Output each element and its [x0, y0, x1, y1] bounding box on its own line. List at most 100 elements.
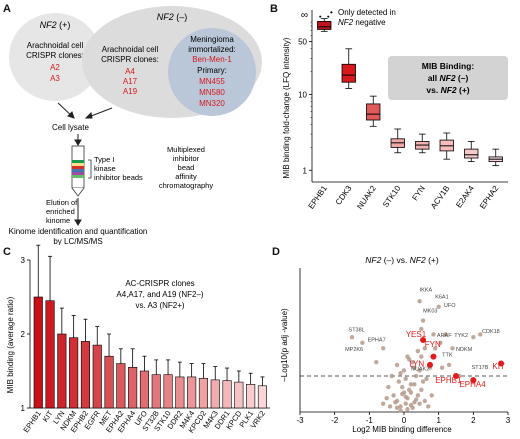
b-box [341, 63, 356, 83]
b-only-detected-marker [327, 15, 330, 18]
d-point [439, 365, 445, 370]
d-point [403, 394, 408, 399]
panel-b-boxplot: MIB binding fold-change (LFQ intensity) … [282, 8, 508, 211]
d-point-label: MP2K6 [345, 347, 363, 353]
b-y-tick-label: 10 [298, 90, 307, 99]
c-note-line2: A4,A17, and A19 (NF2–) [116, 290, 204, 299]
d-x-tick-label: 0 [402, 416, 407, 425]
mib-line3: bead [178, 163, 195, 172]
d-point [422, 346, 427, 351]
d-point [398, 408, 403, 413]
d-point [415, 348, 421, 354]
elution-line1: Elution of [46, 198, 78, 207]
d-point [381, 401, 386, 406]
d-point [396, 379, 401, 384]
c-note-line3: vs. A3 (NF2+) [135, 301, 184, 310]
d-point-label: ARAF [437, 333, 452, 339]
d-point [400, 384, 405, 390]
d-point [393, 400, 398, 405]
d-point [412, 382, 417, 387]
d-point [424, 376, 429, 381]
c-bar [104, 355, 114, 409]
d-point-significant [420, 337, 427, 343]
d-point [419, 354, 424, 359]
b-legend: • Only detected in NF2 negative [330, 8, 396, 27]
c-bar [80, 341, 90, 409]
d-point [431, 332, 436, 337]
b-legend-line2: NF2 negative [338, 18, 386, 27]
column-tube [71, 145, 85, 197]
panel-d-label: D [272, 246, 280, 258]
d-point-label: MK03 [423, 308, 437, 314]
d-point [450, 346, 455, 351]
d-x-tick-label: -1 [366, 416, 374, 425]
c-bar [163, 374, 173, 409]
b-y-tick-label: 50 [298, 37, 307, 46]
d-point [478, 332, 483, 337]
c-bar [187, 376, 197, 409]
d-point-significant [498, 360, 505, 367]
c-bar [128, 366, 138, 409]
d-point [405, 354, 410, 359]
primary-label: Primary: [197, 66, 227, 75]
right-clone-a4: A4 [125, 67, 135, 76]
d-point [412, 365, 417, 370]
d-x-tick-label: 2 [471, 416, 476, 425]
primary-mn580: MN580 [199, 88, 225, 97]
left-clone-a3: A3 [50, 74, 60, 83]
elution-line3: kinome [46, 216, 70, 225]
cell-lysate: Cell lysate [52, 123, 89, 132]
d-point [408, 390, 414, 395]
c-y-tick-label: 3 [21, 256, 26, 265]
d-point [419, 326, 424, 332]
b-infinity-tick: ∞ [301, 10, 308, 21]
arrows-to-lysate [57, 102, 113, 119]
c-bar [139, 370, 149, 409]
mib-line4: affinity [175, 172, 197, 181]
d-point [446, 362, 452, 368]
b-legend-dot: • [330, 8, 333, 17]
c-bar [92, 344, 102, 409]
d-point [417, 401, 422, 406]
d-point [374, 359, 379, 365]
d-point-label-significant: EPHB1 [435, 376, 462, 385]
b-box-line3: vs. NF2 (+) [426, 85, 469, 95]
d-point-label: CDK18 [482, 329, 500, 335]
c-bar [69, 337, 79, 409]
d-point [384, 395, 389, 401]
d-point-significant [453, 373, 459, 379]
mib-line1: Multiplexed [167, 145, 205, 154]
d-point-label: ST17B [472, 365, 489, 371]
arrow-elution-down [74, 198, 82, 226]
d-point [398, 404, 403, 409]
b-box-line2: all NF2 (–) [428, 73, 469, 83]
d-point [400, 391, 405, 397]
d-point [420, 318, 426, 323]
d-x-tick-label: -2 [331, 416, 339, 425]
d-point [438, 340, 443, 345]
d-point-label: UFO [444, 303, 456, 309]
d-point [417, 368, 422, 373]
d-point [426, 404, 431, 409]
mib-line2: inhibitor [173, 154, 200, 163]
b-ylabel: MIB binding fold-change (LFQ intensity) [282, 37, 291, 178]
ben-men-1: Ben-Men-1 [192, 55, 232, 64]
d-point [408, 382, 414, 387]
d-point [436, 304, 441, 309]
d-point [422, 398, 427, 404]
d-point-label: IKKA [420, 288, 433, 294]
panel-c-label: C [3, 246, 11, 258]
c-bar [210, 379, 220, 409]
c-bar [257, 385, 267, 409]
d-point-label: K6A1 [435, 294, 448, 300]
d-point-significant [430, 353, 437, 360]
type1-line1: Type I [94, 155, 114, 164]
arach-left-line1: Arachnoidal cell [27, 41, 84, 50]
c-bar [116, 363, 126, 409]
b-box [317, 20, 332, 30]
d-point [391, 393, 396, 398]
b-annotation-box: MIB Binding: all NF2 (–) vs. NF2 (+) [388, 56, 508, 100]
c-bar [45, 300, 55, 409]
arach-right-line1: Arachnoidal cell [102, 45, 159, 54]
d-point [349, 335, 355, 340]
